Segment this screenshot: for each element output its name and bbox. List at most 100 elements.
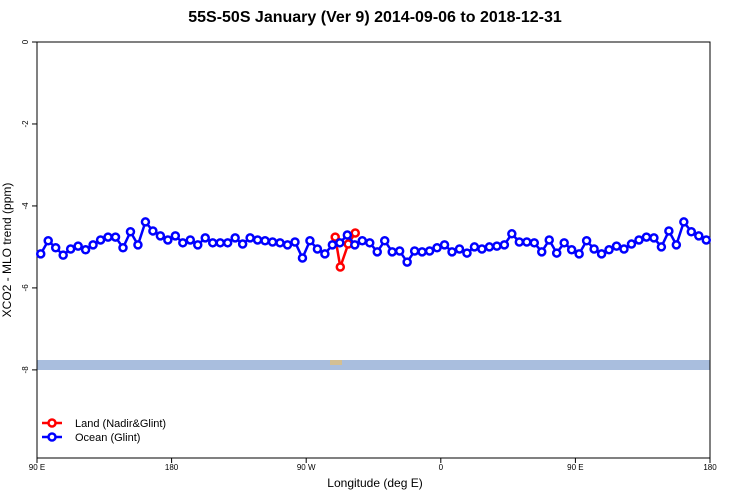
data-point: [679, 217, 689, 227]
legend-label: Land (Nadir&Glint): [75, 418, 166, 430]
x-axis-label: Longitude (deg E): [327, 476, 422, 490]
legend-marker: [47, 432, 57, 442]
data-point: [649, 233, 659, 243]
data-point: [140, 217, 151, 227]
data-point: [664, 226, 674, 236]
data-point: [260, 236, 270, 246]
data-point: [417, 247, 427, 257]
data-point: [80, 245, 91, 255]
data-point: [424, 246, 435, 256]
legend-label: Ocean (Glint): [75, 432, 140, 444]
data-point: [619, 244, 629, 254]
data-point: [447, 247, 457, 257]
data-point: [357, 236, 368, 246]
data-point: [507, 229, 517, 239]
x-tick-label: 180: [165, 463, 179, 472]
legend-marker: [47, 418, 57, 428]
data-point: [65, 244, 76, 254]
data-point: [178, 238, 188, 248]
data-point: [222, 238, 233, 248]
data-point: [611, 241, 622, 251]
data-point: [394, 246, 405, 256]
data-point: [320, 249, 330, 259]
data-point: [537, 247, 547, 257]
plot-frame: [36, 41, 711, 459]
data-point: [686, 227, 697, 237]
data-point: [133, 240, 143, 250]
data-point: [581, 236, 592, 246]
data-point: [95, 235, 106, 245]
data-point: [125, 227, 136, 237]
data-point: [492, 241, 502, 251]
y-tick-label: 0: [21, 39, 30, 44]
data-point: [522, 237, 532, 247]
data-point: [58, 250, 68, 260]
series-line: [333, 232, 357, 268]
data-point: [290, 237, 300, 247]
data-point: [559, 238, 569, 248]
data-point: [170, 231, 181, 241]
data-point: [596, 249, 607, 259]
data-point: [163, 235, 173, 245]
data-point: [387, 247, 397, 257]
data-point: [694, 231, 704, 241]
data-point: [110, 232, 121, 242]
data-point: [200, 233, 210, 243]
data-point: [514, 237, 525, 247]
data-point: [641, 232, 652, 242]
data-point: [73, 241, 83, 251]
data-point: [462, 248, 472, 258]
data-point: [267, 237, 278, 247]
data-point: [155, 231, 166, 241]
data-point: [477, 244, 487, 254]
data-point: [275, 238, 285, 248]
y-tick-label: -2: [21, 120, 30, 128]
data-point: [215, 238, 225, 248]
data-point: [327, 240, 338, 250]
data-point: [529, 238, 540, 248]
data-point: [148, 226, 158, 236]
data-point: [193, 240, 203, 250]
data-point: [350, 240, 360, 250]
y-tick-label: -6: [21, 284, 30, 292]
data-point: [484, 242, 495, 252]
x-tick-label: 0: [439, 463, 444, 472]
chart-title: 55S-50S January (Ver 9) 2014-09-06 to 20…: [188, 9, 562, 26]
data-point: [379, 236, 390, 246]
data-point: [566, 245, 577, 255]
map-land: [330, 360, 342, 365]
data-point: [350, 228, 361, 238]
data-point: [185, 235, 196, 245]
data-point: [335, 262, 346, 272]
data-point: [701, 235, 712, 245]
data-point: [282, 240, 293, 250]
data-point: [207, 238, 218, 248]
data-point: [656, 242, 667, 252]
data-point: [409, 246, 420, 256]
data-point: [402, 257, 412, 267]
data-point: [439, 240, 450, 250]
data-point: [305, 236, 315, 246]
data-point: [574, 249, 584, 259]
data-point: [335, 238, 345, 248]
data-point: [88, 240, 98, 250]
data-point: [365, 238, 375, 248]
data-point: [330, 232, 340, 242]
data-point: [432, 242, 442, 253]
data-point: [103, 232, 113, 242]
data-point: [245, 233, 255, 243]
data-point: [372, 247, 382, 257]
x-tick-label: 90 W: [297, 463, 316, 472]
y-tick-label: -4: [21, 202, 30, 210]
data-point: [297, 253, 308, 263]
data-point: [589, 244, 599, 254]
data-point: [671, 240, 682, 250]
data-point: [499, 240, 510, 250]
y-axis-label: XCO2 - MLO trend (ppm): [0, 183, 14, 318]
data-point: [469, 242, 480, 252]
data-point: [454, 244, 465, 254]
data-point: [252, 235, 263, 245]
data-point: [551, 248, 562, 258]
